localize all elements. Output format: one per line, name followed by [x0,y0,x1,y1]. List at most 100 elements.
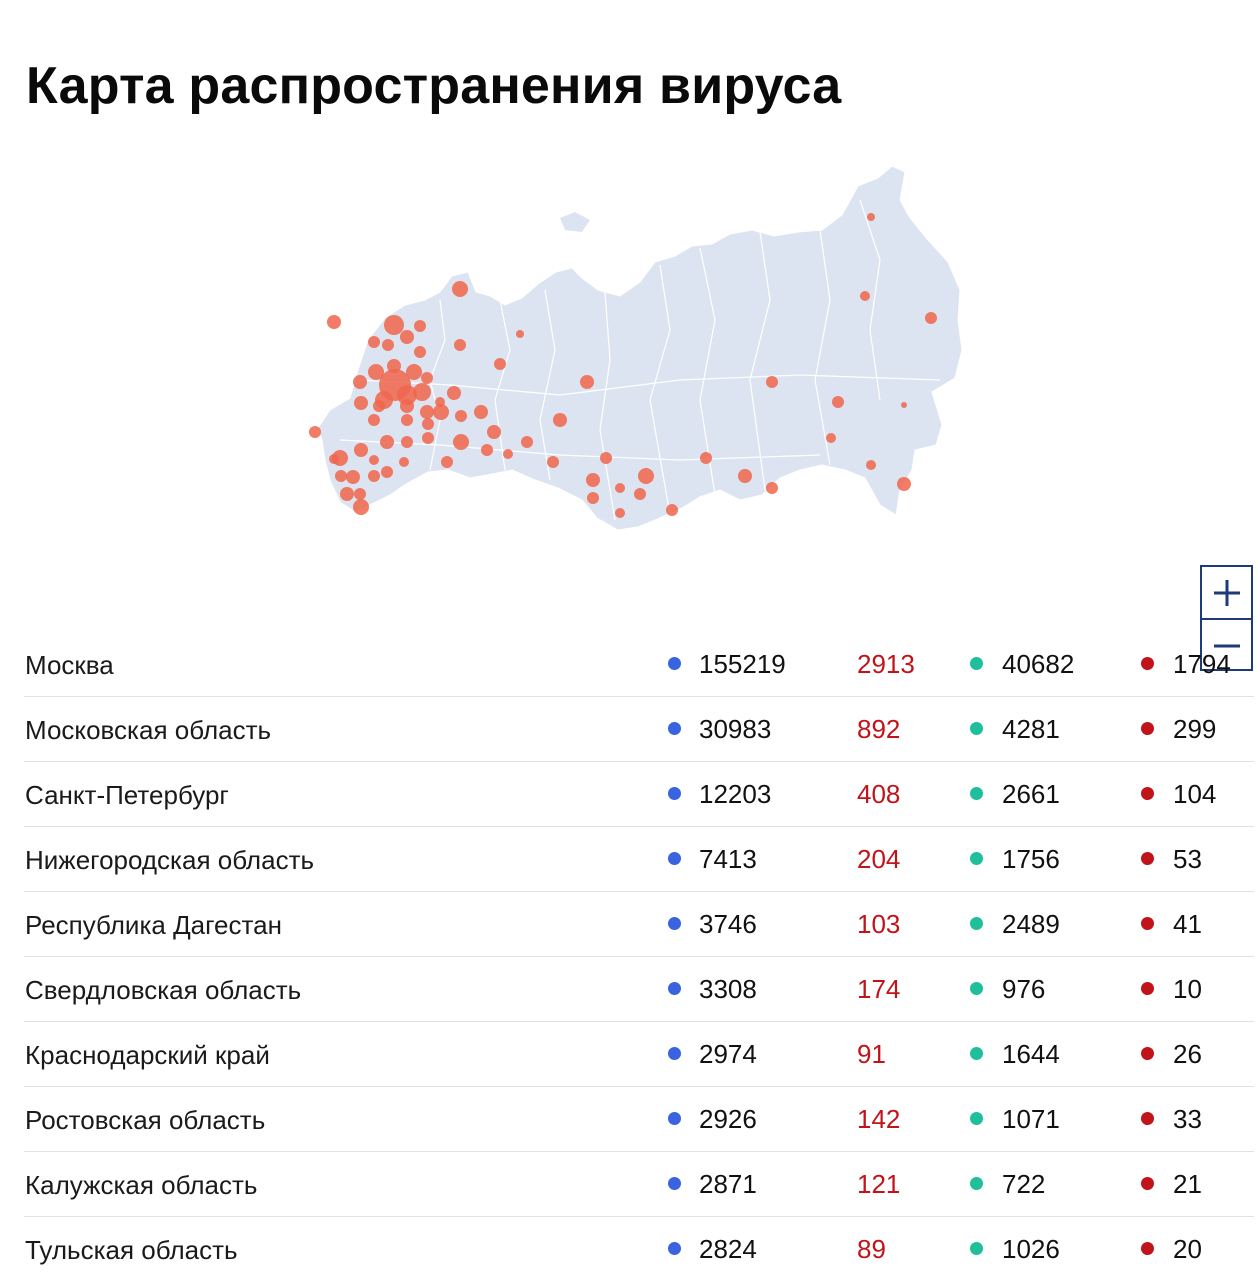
case-bubble[interactable] [580,375,594,389]
deaths-value: 299 [1173,714,1217,744]
zoom-divider [1202,618,1251,620]
case-bubble[interactable] [447,386,461,400]
case-bubble[interactable] [373,400,385,412]
case-bubble[interactable] [400,399,414,413]
case-bubble[interactable] [766,376,778,388]
case-bubble[interactable] [354,488,366,500]
case-bubble[interactable] [503,449,513,459]
case-bubble[interactable] [494,358,506,370]
case-bubble[interactable] [397,385,417,405]
case-bubble[interactable] [368,336,380,348]
case-bubble[interactable] [353,499,369,515]
deaths-dot-icon [1141,982,1154,995]
case-bubble[interactable] [368,364,384,380]
region-name: Республика Дагестан [25,910,282,940]
table-row[interactable]: Нижегородская область 7413 204 1756 53 [24,827,1254,892]
case-bubble[interactable] [766,482,778,494]
case-bubbles [309,213,937,518]
deaths-dot-icon [1141,852,1154,865]
deaths-value: 41 [1173,909,1202,939]
case-bubble[interactable] [738,469,752,483]
case-bubble[interactable] [615,483,625,493]
case-bubble[interactable] [516,330,524,338]
table-row[interactable]: Республика Дагестан 3746 103 2489 41 [24,892,1254,957]
case-bubble[interactable] [353,375,367,389]
case-bubble[interactable] [335,470,347,482]
case-bubble[interactable] [553,413,567,427]
virus-map[interactable] [0,140,1260,671]
case-bubble[interactable] [481,444,493,456]
case-bubble[interactable] [860,291,870,301]
case-bubble[interactable] [354,443,368,457]
case-bubble[interactable] [453,434,469,450]
case-bubble[interactable] [401,414,413,426]
case-bubble[interactable] [413,383,431,401]
case-bubble[interactable] [414,346,426,358]
case-bubble[interactable] [329,454,339,464]
case-bubble[interactable] [406,364,422,380]
case-bubble[interactable] [369,455,379,465]
table-row[interactable]: Москва 155219 2913 40682 1794 [24,632,1254,697]
case-bubble[interactable] [634,488,646,500]
case-bubble[interactable] [487,425,501,439]
cases-value: 3746 [699,909,757,939]
case-bubble[interactable] [422,432,434,444]
case-bubble[interactable] [901,402,907,408]
case-bubble[interactable] [586,473,600,487]
case-bubble[interactable] [387,359,401,373]
case-bubble[interactable] [400,330,414,344]
case-bubble[interactable] [455,410,467,422]
table-row[interactable]: Ростовская область 2926 142 1071 33 [24,1087,1254,1152]
case-bubble[interactable] [454,339,466,351]
case-bubble[interactable] [832,396,844,408]
case-bubble[interactable] [346,470,360,484]
case-bubble[interactable] [600,452,612,464]
case-bubble[interactable] [587,492,599,504]
case-bubble[interactable] [327,315,341,329]
case-bubble[interactable] [382,339,394,351]
case-bubble[interactable] [354,396,368,410]
table-row[interactable]: Калужская область 2871 121 722 21 [24,1152,1254,1217]
case-bubble[interactable] [401,436,413,448]
case-bubble[interactable] [399,457,409,467]
minus-icon [1213,644,1240,647]
case-bubble[interactable] [521,436,533,448]
case-bubble[interactable] [422,418,434,430]
table-row[interactable]: Тульская область 2824 89 1026 20 [24,1217,1254,1282]
case-bubble[interactable] [615,508,625,518]
case-bubble[interactable] [309,426,321,438]
table-row[interactable]: Санкт-Петербург 12203 408 2661 104 [24,762,1254,827]
case-bubble[interactable] [638,468,654,484]
recovered-value: 40682 [1002,649,1075,679]
case-bubble[interactable] [414,320,426,332]
table-row[interactable]: Свердловская область 3308 174 976 10 [24,957,1254,1022]
case-bubble[interactable] [866,460,876,470]
case-bubble[interactable] [340,487,354,501]
case-bubble[interactable] [421,372,433,384]
case-bubble[interactable] [435,397,445,407]
deaths-value: 104 [1173,779,1217,809]
case-bubble[interactable] [826,433,836,443]
case-bubble[interactable] [925,312,937,324]
table-row[interactable]: Краснодарский край 2974 91 1644 26 [24,1022,1254,1087]
case-bubble[interactable] [547,456,559,468]
case-bubble[interactable] [441,456,453,468]
case-bubble[interactable] [384,315,404,335]
case-bubble[interactable] [867,213,875,221]
table-row[interactable]: Московская область 30983 892 4281 299 [24,697,1254,762]
case-bubble[interactable] [452,281,468,297]
case-bubble[interactable] [897,477,911,491]
case-bubble[interactable] [381,466,393,478]
case-bubble[interactable] [368,470,380,482]
russia-map[interactable] [0,140,1260,580]
case-bubble[interactable] [666,504,678,516]
case-bubble[interactable] [474,405,488,419]
new-cases-value: 142 [857,1104,901,1134]
zoom-out-button[interactable] [1202,620,1251,671]
case-bubble[interactable] [368,414,380,426]
zoom-in-button[interactable] [1202,567,1251,618]
case-bubble[interactable] [700,452,712,464]
case-bubble[interactable] [433,404,449,420]
case-bubble[interactable] [380,435,394,449]
case-bubble[interactable] [420,405,434,419]
